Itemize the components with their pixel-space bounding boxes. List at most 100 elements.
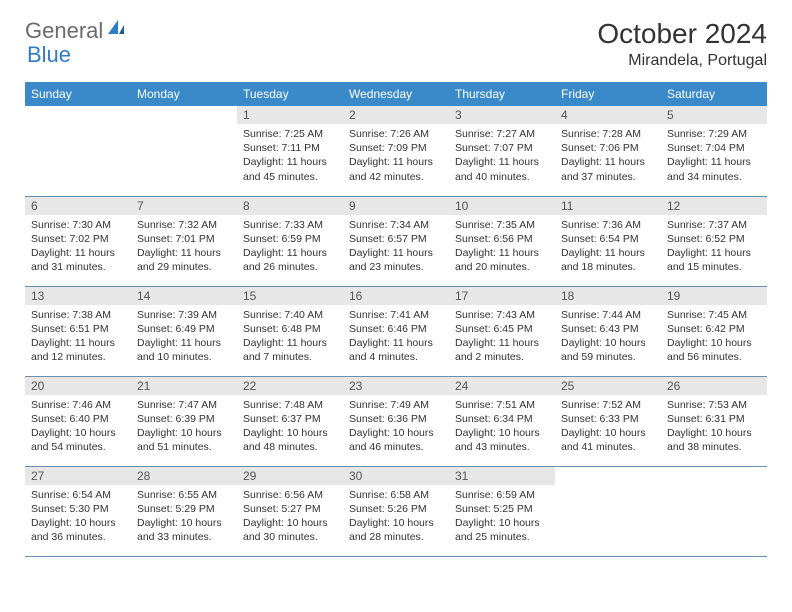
sunset-text: Sunset: 5:25 PM	[455, 502, 549, 516]
sunset-text: Sunset: 5:29 PM	[137, 502, 231, 516]
calendar-cell: 15Sunrise: 7:40 AMSunset: 6:48 PMDayligh…	[237, 286, 343, 376]
calendar-cell: 12Sunrise: 7:37 AMSunset: 6:52 PMDayligh…	[661, 196, 767, 286]
daylight-text: Daylight: 11 hours and 31 minutes.	[31, 246, 125, 274]
day-number: 2	[343, 106, 449, 124]
sunset-text: Sunset: 6:37 PM	[243, 412, 337, 426]
sunrise-text: Sunrise: 7:47 AM	[137, 398, 231, 412]
daylight-text: Daylight: 11 hours and 45 minutes.	[243, 155, 337, 183]
sunset-text: Sunset: 6:54 PM	[561, 232, 655, 246]
sunrise-text: Sunrise: 7:40 AM	[243, 308, 337, 322]
calendar-cell: 9Sunrise: 7:34 AMSunset: 6:57 PMDaylight…	[343, 196, 449, 286]
sunset-text: Sunset: 6:34 PM	[455, 412, 549, 426]
logo-blue-text: Blue	[27, 42, 71, 68]
daylight-text: Daylight: 10 hours and 30 minutes.	[243, 516, 337, 544]
day-number: 8	[237, 197, 343, 215]
day-number: 26	[661, 377, 767, 395]
weekday-header-row: Sunday Monday Tuesday Wednesday Thursday…	[25, 82, 767, 106]
calendar-cell: 18Sunrise: 7:44 AMSunset: 6:43 PMDayligh…	[555, 286, 661, 376]
daylight-text: Daylight: 11 hours and 2 minutes.	[455, 336, 549, 364]
day-data: Sunrise: 7:34 AMSunset: 6:57 PMDaylight:…	[343, 215, 449, 279]
sunrise-text: Sunrise: 7:43 AM	[455, 308, 549, 322]
day-data: Sunrise: 7:48 AMSunset: 6:37 PMDaylight:…	[237, 395, 343, 459]
sunset-text: Sunset: 7:07 PM	[455, 141, 549, 155]
calendar-cell	[555, 466, 661, 556]
day-number: 9	[343, 197, 449, 215]
daylight-text: Daylight: 11 hours and 34 minutes.	[667, 155, 761, 183]
sunrise-text: Sunrise: 7:44 AM	[561, 308, 655, 322]
calendar-cell: 27Sunrise: 6:54 AMSunset: 5:30 PMDayligh…	[25, 466, 131, 556]
daylight-text: Daylight: 11 hours and 37 minutes.	[561, 155, 655, 183]
calendar-cell: 11Sunrise: 7:36 AMSunset: 6:54 PMDayligh…	[555, 196, 661, 286]
day-number: 12	[661, 197, 767, 215]
day-data: Sunrise: 6:56 AMSunset: 5:27 PMDaylight:…	[237, 485, 343, 549]
sunrise-text: Sunrise: 7:33 AM	[243, 218, 337, 232]
day-data: Sunrise: 7:32 AMSunset: 7:01 PMDaylight:…	[131, 215, 237, 279]
sunrise-text: Sunrise: 6:55 AM	[137, 488, 231, 502]
daylight-text: Daylight: 10 hours and 46 minutes.	[349, 426, 443, 454]
daylight-text: Daylight: 11 hours and 7 minutes.	[243, 336, 337, 364]
sunset-text: Sunset: 6:42 PM	[667, 322, 761, 336]
logo: General	[25, 18, 126, 44]
day-number: 15	[237, 287, 343, 305]
sunset-text: Sunset: 6:33 PM	[561, 412, 655, 426]
sunset-text: Sunset: 6:51 PM	[31, 322, 125, 336]
calendar-cell: 20Sunrise: 7:46 AMSunset: 6:40 PMDayligh…	[25, 376, 131, 466]
day-data: Sunrise: 7:40 AMSunset: 6:48 PMDaylight:…	[237, 305, 343, 369]
calendar-cell: 24Sunrise: 7:51 AMSunset: 6:34 PMDayligh…	[449, 376, 555, 466]
day-number: 22	[237, 377, 343, 395]
sunset-text: Sunset: 6:40 PM	[31, 412, 125, 426]
daylight-text: Daylight: 10 hours and 51 minutes.	[137, 426, 231, 454]
sunset-text: Sunset: 5:30 PM	[31, 502, 125, 516]
calendar-cell	[25, 106, 131, 196]
calendar-cell: 17Sunrise: 7:43 AMSunset: 6:45 PMDayligh…	[449, 286, 555, 376]
calendar-row: 1Sunrise: 7:25 AMSunset: 7:11 PMDaylight…	[25, 106, 767, 196]
sunset-text: Sunset: 6:49 PM	[137, 322, 231, 336]
day-data: Sunrise: 6:55 AMSunset: 5:29 PMDaylight:…	[131, 485, 237, 549]
sunrise-text: Sunrise: 7:52 AM	[561, 398, 655, 412]
sunrise-text: Sunrise: 6:54 AM	[31, 488, 125, 502]
daylight-text: Daylight: 11 hours and 23 minutes.	[349, 246, 443, 274]
sunrise-text: Sunrise: 7:48 AM	[243, 398, 337, 412]
day-data: Sunrise: 7:39 AMSunset: 6:49 PMDaylight:…	[131, 305, 237, 369]
sunrise-text: Sunrise: 7:25 AM	[243, 127, 337, 141]
sunrise-text: Sunrise: 7:41 AM	[349, 308, 443, 322]
day-number: 17	[449, 287, 555, 305]
calendar-cell: 31Sunrise: 6:59 AMSunset: 5:25 PMDayligh…	[449, 466, 555, 556]
sunrise-text: Sunrise: 6:58 AM	[349, 488, 443, 502]
day-number: 16	[343, 287, 449, 305]
day-number: 7	[131, 197, 237, 215]
calendar-cell	[661, 466, 767, 556]
day-number: 19	[661, 287, 767, 305]
calendar-cell: 25Sunrise: 7:52 AMSunset: 6:33 PMDayligh…	[555, 376, 661, 466]
day-data: Sunrise: 6:58 AMSunset: 5:26 PMDaylight:…	[343, 485, 449, 549]
day-data: Sunrise: 7:29 AMSunset: 7:04 PMDaylight:…	[661, 124, 767, 188]
daylight-text: Daylight: 10 hours and 43 minutes.	[455, 426, 549, 454]
day-number: 28	[131, 467, 237, 485]
daylight-text: Daylight: 11 hours and 18 minutes.	[561, 246, 655, 274]
day-number: 10	[449, 197, 555, 215]
day-data: Sunrise: 7:44 AMSunset: 6:43 PMDaylight:…	[555, 305, 661, 369]
day-number: 24	[449, 377, 555, 395]
day-data: Sunrise: 7:45 AMSunset: 6:42 PMDaylight:…	[661, 305, 767, 369]
day-data: Sunrise: 7:46 AMSunset: 6:40 PMDaylight:…	[25, 395, 131, 459]
sunset-text: Sunset: 6:39 PM	[137, 412, 231, 426]
calendar-cell: 2Sunrise: 7:26 AMSunset: 7:09 PMDaylight…	[343, 106, 449, 196]
logo-sail-icon	[106, 18, 126, 41]
day-number: 6	[25, 197, 131, 215]
sunrise-text: Sunrise: 7:29 AM	[667, 127, 761, 141]
calendar-cell: 13Sunrise: 7:38 AMSunset: 6:51 PMDayligh…	[25, 286, 131, 376]
sunset-text: Sunset: 7:01 PM	[137, 232, 231, 246]
sunrise-text: Sunrise: 7:34 AM	[349, 218, 443, 232]
calendar-cell: 21Sunrise: 7:47 AMSunset: 6:39 PMDayligh…	[131, 376, 237, 466]
calendar-cell: 29Sunrise: 6:56 AMSunset: 5:27 PMDayligh…	[237, 466, 343, 556]
calendar-cell: 22Sunrise: 7:48 AMSunset: 6:37 PMDayligh…	[237, 376, 343, 466]
calendar-cell: 30Sunrise: 6:58 AMSunset: 5:26 PMDayligh…	[343, 466, 449, 556]
sunrise-text: Sunrise: 7:46 AM	[31, 398, 125, 412]
day-data: Sunrise: 7:27 AMSunset: 7:07 PMDaylight:…	[449, 124, 555, 188]
sunrise-text: Sunrise: 7:38 AM	[31, 308, 125, 322]
daylight-text: Daylight: 10 hours and 59 minutes.	[561, 336, 655, 364]
logo-text-general: General	[25, 18, 103, 44]
day-number: 13	[25, 287, 131, 305]
sunset-text: Sunset: 6:59 PM	[243, 232, 337, 246]
sunset-text: Sunset: 7:02 PM	[31, 232, 125, 246]
